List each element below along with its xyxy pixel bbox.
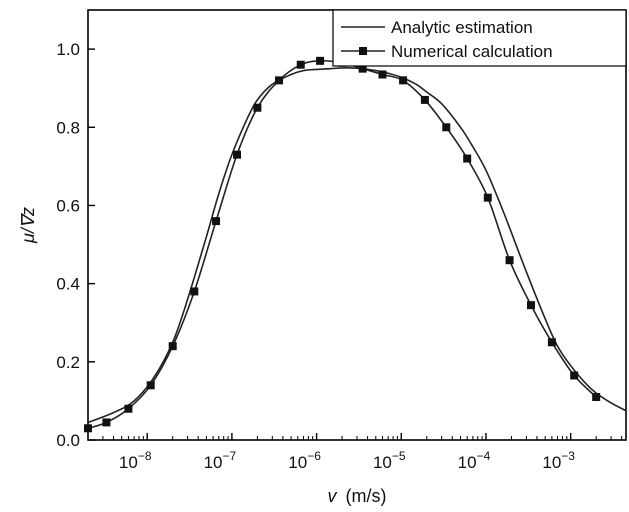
- legend: Analytic estimation Numerical calculatio…: [332, 9, 627, 67]
- numerical-data-point: [102, 418, 111, 427]
- y-tick-label: 0.8: [56, 118, 80, 137]
- legend-label-analytic: Analytic estimation: [391, 18, 533, 37]
- numerical-data-point: [275, 76, 284, 85]
- numerical-data-point: [190, 287, 199, 296]
- numerical-data-point: [168, 342, 177, 351]
- legend-marker-numerical: [359, 47, 367, 55]
- x-axis-label: v (m/s): [328, 486, 387, 506]
- y-tick-label: 0.4: [56, 275, 80, 294]
- x-tick-label: 10−6: [288, 449, 321, 472]
- analytic-estimation-line: [87, 67, 627, 424]
- numerical-data-point: [296, 60, 305, 69]
- numerical-data-point: [316, 56, 325, 65]
- legend-label-numerical: Numerical calculation: [391, 42, 553, 61]
- x-tick-label: 10−5: [373, 449, 406, 472]
- numerical-data-point: [505, 256, 514, 265]
- x-tick-label: 10−3: [542, 449, 575, 472]
- y-axis-ticks: 0.0 0.2 0.4 0.6 0.8 1.0: [56, 40, 95, 450]
- y-tick-label: 0.6: [56, 196, 80, 215]
- numerical-data-point: [146, 381, 155, 390]
- numerical-data-point: [547, 338, 556, 347]
- plot-frame: [87, 9, 627, 441]
- numerical-data-point: [84, 424, 92, 433]
- x-axis-ticks: 10−8 10−7 10−6 10−5 10−4 10−3: [102, 433, 623, 472]
- numerical-data-point: [592, 393, 601, 401]
- numerical-data-point: [526, 301, 535, 310]
- numerical-data-point: [378, 70, 387, 79]
- numerical-data-point: [233, 150, 242, 159]
- numerical-data-point: [483, 193, 492, 202]
- y-tick-label: 0.0: [56, 431, 80, 450]
- numerical-data-point: [358, 64, 367, 73]
- numerical-data-point: [442, 123, 451, 132]
- numerical-data-point: [420, 95, 429, 104]
- numerical-data-point: [124, 404, 133, 413]
- series-layer: [84, 56, 627, 433]
- y-axis-label: μ/∇z: [18, 207, 38, 244]
- y-tick-label: 1.0: [56, 40, 80, 59]
- numerical-calculation-line: [87, 59, 597, 430]
- x-axis-label-var: v: [328, 486, 338, 506]
- x-tick-label: 10−7: [204, 449, 237, 472]
- legend-box: [332, 9, 627, 67]
- numerical-data-point: [570, 371, 579, 380]
- x-axis-label-unit: (m/s): [346, 486, 387, 506]
- x-tick-label: 10−8: [119, 449, 152, 472]
- numerical-data-point: [399, 76, 408, 85]
- numerical-data-point: [463, 154, 472, 163]
- numerical-data-point: [212, 217, 221, 226]
- numerical-data-point: [253, 103, 262, 112]
- y-tick-label: 0.2: [56, 353, 80, 372]
- x-tick-label: 10−4: [458, 449, 491, 472]
